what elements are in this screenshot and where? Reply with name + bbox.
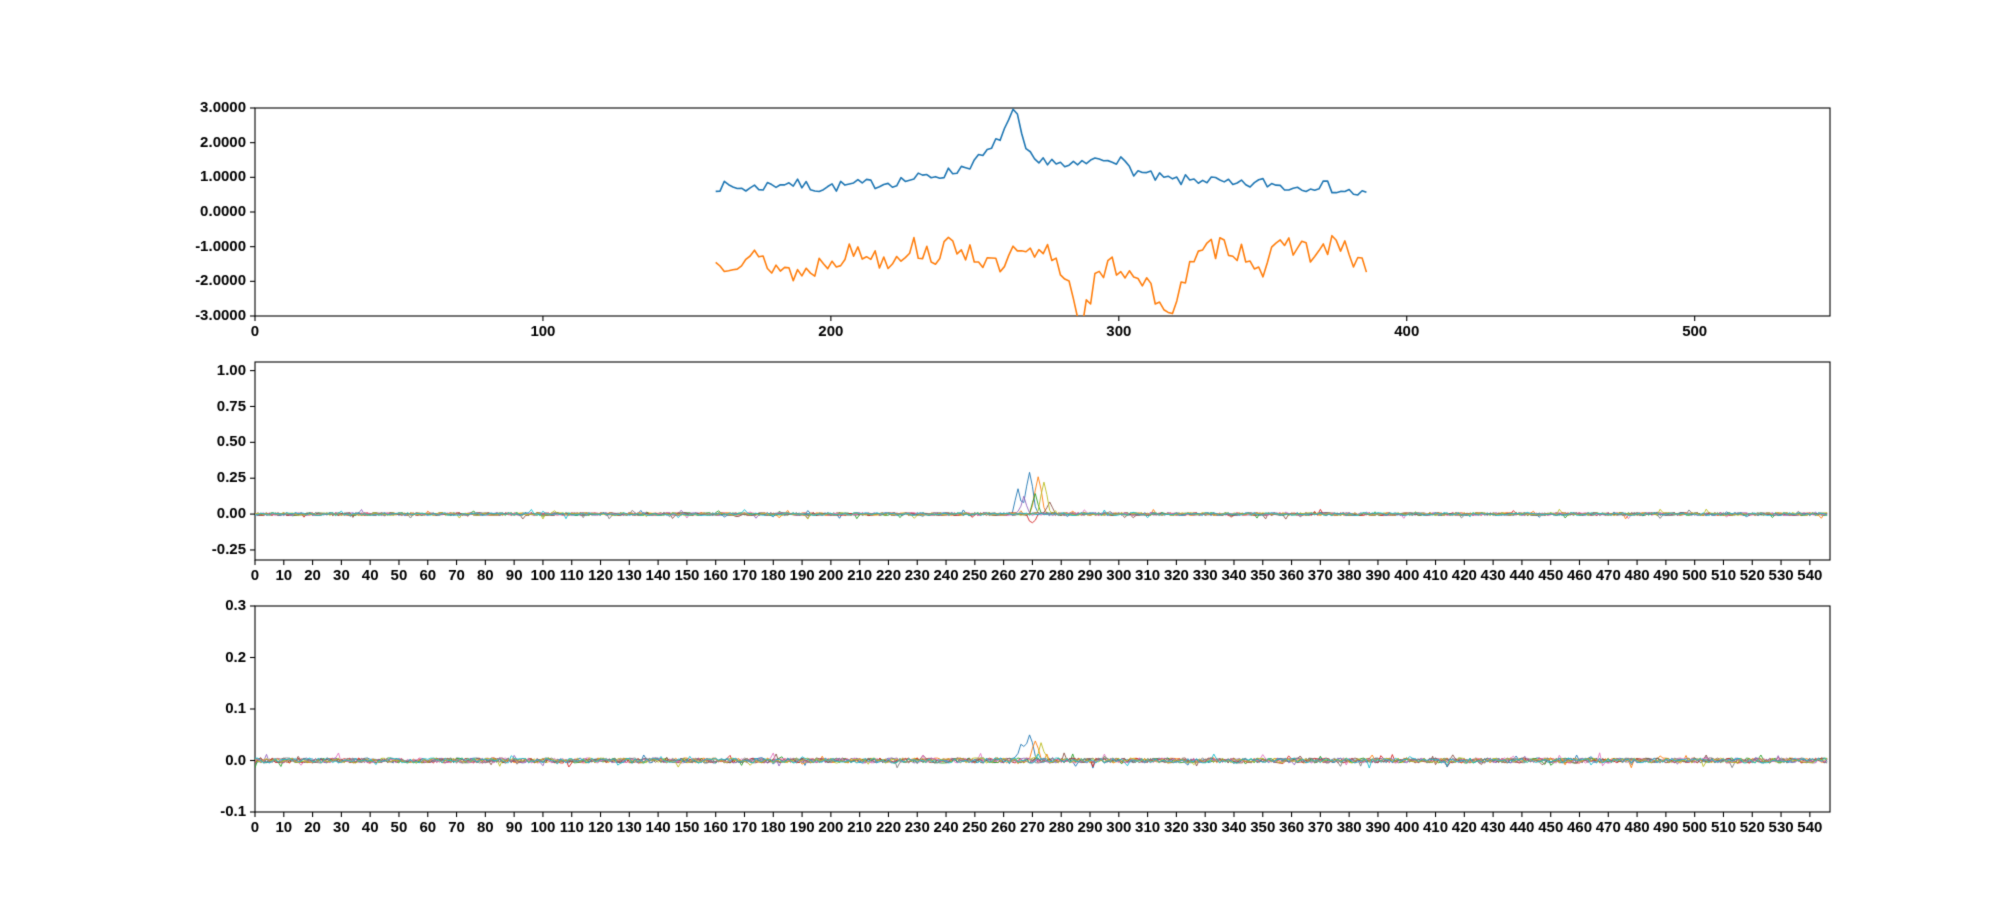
- stacked-line-charts-canvas: [0, 0, 2000, 900]
- matplotlib-figure: [0, 0, 2000, 900]
